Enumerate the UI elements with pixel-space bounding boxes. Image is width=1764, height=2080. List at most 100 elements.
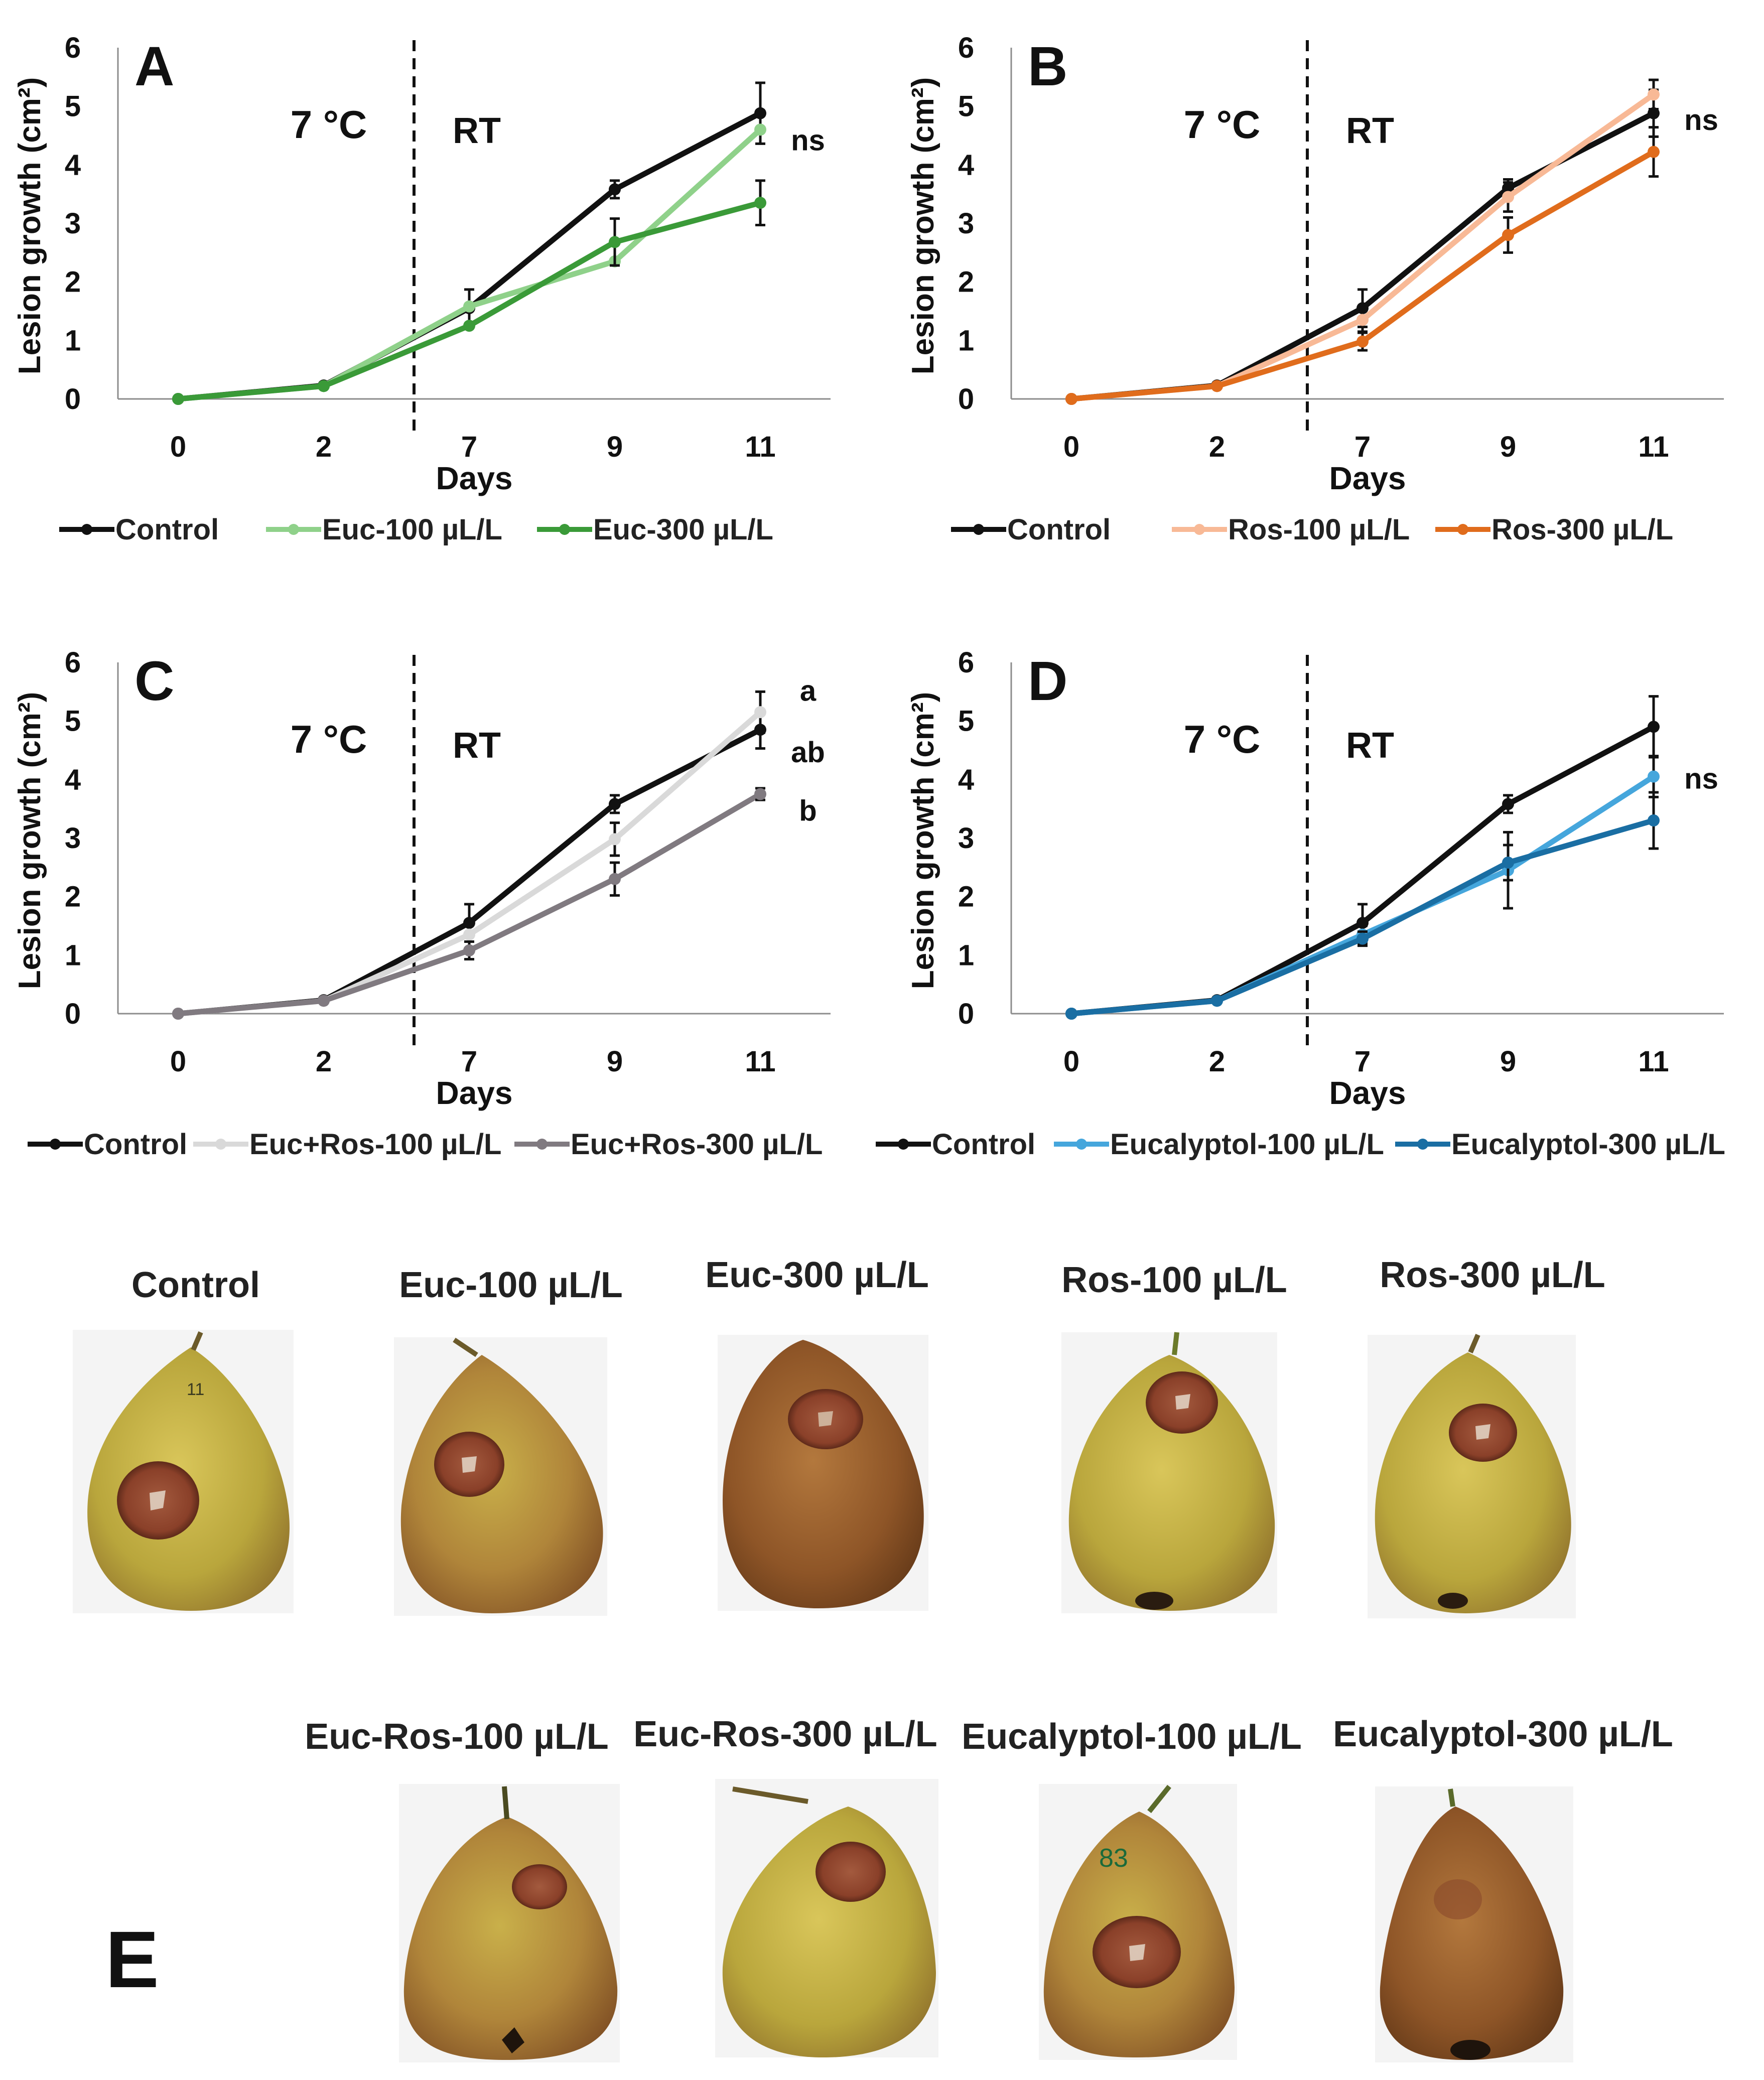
stat-label: ab bbox=[791, 736, 825, 769]
legend-swatch-marker bbox=[1076, 1139, 1087, 1150]
legend-label: Ros-300 µL/L bbox=[1491, 513, 1673, 546]
y-tick-label: 2 bbox=[958, 881, 974, 913]
legend-swatch-marker bbox=[536, 1139, 548, 1150]
y-axis-title: Lesion growth (cm²) bbox=[13, 77, 47, 374]
photo-label-eucalyptol-300: Eucalyptol-300 µL/L bbox=[1333, 1714, 1673, 1754]
x-tick-label: 7 bbox=[1354, 1045, 1371, 1078]
data-point bbox=[463, 320, 475, 332]
legend-swatch-marker bbox=[1417, 1139, 1428, 1150]
y-tick-label: 1 bbox=[65, 939, 81, 972]
data-point bbox=[1065, 1008, 1077, 1020]
x-tick-label: 0 bbox=[1063, 431, 1079, 463]
fruit-annotation-1: 11 bbox=[187, 1380, 204, 1399]
y-tick-label: 5 bbox=[65, 90, 81, 123]
y-axis-title: Lesion growth (cm²) bbox=[13, 692, 47, 989]
data-point bbox=[463, 917, 475, 929]
data-point bbox=[1648, 770, 1660, 783]
legend-label: Euc-300 µL/L bbox=[593, 513, 773, 546]
y-axis-title: Lesion growth (cm²) bbox=[906, 77, 940, 374]
phase-label-cold: 7 °C bbox=[1184, 717, 1261, 761]
x-tick-label: 0 bbox=[1063, 1045, 1079, 1078]
x-tick-label: 9 bbox=[607, 431, 623, 463]
data-point bbox=[754, 123, 766, 136]
panel-e-label: E bbox=[105, 1914, 159, 2004]
photo-label-euc-ros-300: Euc-Ros-300 µL/L bbox=[633, 1714, 937, 1754]
legend-label: Ros-100 µL/L bbox=[1228, 513, 1410, 546]
legend-label: Control bbox=[84, 1128, 187, 1161]
data-point bbox=[609, 798, 621, 810]
data-point bbox=[609, 183, 621, 196]
y-tick-label: 4 bbox=[65, 763, 81, 796]
data-point bbox=[754, 788, 766, 800]
chart-panel-b: 0 1 2 3 4 5 6 0 2 7 9 11 Days Lesion growth (cm²) 7 °C… bbox=[906, 32, 1724, 546]
legend-label: Control bbox=[115, 513, 219, 546]
x-tick-label: 2 bbox=[316, 1045, 332, 1078]
panel-letter: A bbox=[134, 36, 174, 97]
chart-panel-a: 0 1 2 3 4 5 6 0 2 7 9 11 Days Lesion growth (cm²) 7 °C… bbox=[13, 32, 831, 546]
x-tick-label: 2 bbox=[1209, 1045, 1225, 1078]
data-point bbox=[463, 944, 475, 956]
legend-swatch-marker bbox=[973, 524, 984, 535]
series-line bbox=[1071, 149, 1655, 402]
series-line bbox=[1071, 724, 1655, 1017]
data-point bbox=[1648, 146, 1660, 158]
legend-label: Euc-100 µL/L bbox=[322, 513, 502, 546]
data-point bbox=[754, 197, 766, 209]
data-point bbox=[609, 236, 621, 248]
legend-label: Euc+Ros-100 µL/L bbox=[249, 1128, 501, 1161]
x-axis-title: Days bbox=[1329, 460, 1406, 496]
photo-label-euc-ros-100: Euc-Ros-100 µL/L bbox=[305, 1717, 609, 1757]
y-tick-label: 2 bbox=[65, 881, 81, 913]
phase-label-cold: 7 °C bbox=[291, 102, 367, 147]
data-point bbox=[1211, 995, 1223, 1007]
stat-label: ns bbox=[1684, 104, 1718, 136]
data-point bbox=[609, 873, 621, 885]
x-tick-label: 11 bbox=[745, 1045, 775, 1078]
data-point bbox=[609, 833, 621, 846]
photo-eucalyptol-100: 83 bbox=[1039, 1784, 1237, 2060]
x-tick-label: 11 bbox=[1638, 431, 1669, 463]
y-tick-label: 6 bbox=[65, 646, 81, 679]
photo-euc-ros-100 bbox=[399, 1784, 620, 2062]
legend-swatch-marker bbox=[898, 1139, 909, 1150]
legend-swatch-marker bbox=[50, 1139, 61, 1150]
photo-ros-300 bbox=[1368, 1334, 1576, 1618]
legend-label: Eucalyptol-300 µL/L bbox=[1451, 1128, 1725, 1161]
photo-ros-100 bbox=[1061, 1332, 1277, 1613]
data-point bbox=[318, 995, 330, 1007]
x-axis-title: Days bbox=[436, 460, 513, 496]
fruit-annotation-8: 83 bbox=[1099, 1844, 1128, 1873]
series-line bbox=[178, 110, 762, 402]
phase-label-rt: RT bbox=[453, 111, 501, 151]
x-tick-label: 7 bbox=[1354, 431, 1371, 463]
phase-label-cold: 7 °C bbox=[1184, 102, 1261, 147]
legend-swatch-marker bbox=[215, 1139, 226, 1150]
y-tick-label: 4 bbox=[958, 149, 974, 181]
y-tick-label: 0 bbox=[65, 998, 81, 1030]
legend-swatch-marker bbox=[1457, 524, 1468, 535]
y-tick-label: 6 bbox=[958, 32, 974, 64]
photo-label-control: Control bbox=[131, 1265, 260, 1305]
y-tick-label: 4 bbox=[958, 763, 974, 796]
data-point bbox=[1648, 721, 1660, 733]
y-axis-title: Lesion growth (cm²) bbox=[906, 692, 940, 989]
photo-label-euc-300: Euc-300 µL/L bbox=[705, 1255, 929, 1295]
photo-eucalyptol-300 bbox=[1375, 1786, 1573, 2062]
panel-letter: D bbox=[1028, 650, 1067, 712]
x-tick-label: 7 bbox=[461, 1045, 477, 1078]
y-tick-label: 2 bbox=[958, 266, 974, 299]
x-tick-label: 11 bbox=[745, 431, 775, 463]
photo-euc-300 bbox=[718, 1335, 928, 1611]
x-axis-title: Days bbox=[1329, 1075, 1406, 1111]
panel-letter: B bbox=[1028, 36, 1067, 97]
phase-label-rt: RT bbox=[453, 726, 501, 766]
phase-label-rt: RT bbox=[1346, 111, 1394, 151]
photo-label-ros-100: Ros-100 µL/L bbox=[1061, 1260, 1287, 1300]
panel-e-photos: Control Euc-100 µL/L Euc-300 µL/L Ros-10… bbox=[73, 1255, 1673, 2062]
series-line bbox=[1071, 774, 1655, 1017]
data-point bbox=[1211, 380, 1223, 392]
photo-control: 11 bbox=[73, 1330, 294, 1613]
x-tick-label: 0 bbox=[170, 431, 186, 463]
